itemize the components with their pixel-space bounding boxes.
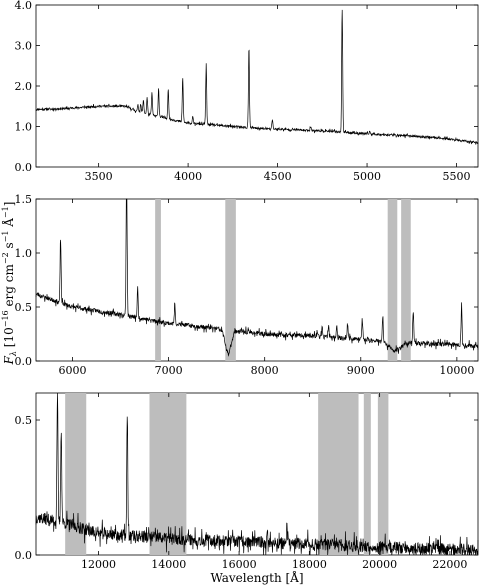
x-tick-label: 7000: [155, 364, 183, 377]
telluric-band-3: [387, 199, 398, 361]
telluric-band-5: [377, 393, 389, 555]
panel-middle: 6000 7000 8000 9000 10000 0.0 0.5 1.0 1.5: [15, 193, 479, 377]
panel-top-xticks: 3500 4000 4500 5000 5500: [85, 5, 471, 183]
y-tick-label: 0.0: [15, 549, 33, 562]
x-tick-label: 4000: [174, 170, 202, 183]
y-tick-label: 4.0: [15, 0, 33, 12]
x-tick-label: 8000: [251, 364, 279, 377]
x-tick-label: 3500: [85, 170, 113, 183]
x-axis-label: Wavelength [Å]: [210, 570, 303, 585]
panel-bottom: 12000 14000 16000 18000 20000 22000 0.0 0.5: [15, 392, 479, 571]
x-tick-label: 5000: [353, 170, 381, 183]
y-tick-label: 0.5: [15, 414, 33, 427]
panel-middle-spectrum: [35, 198, 479, 357]
panel-middle-frame: [35, 198, 479, 362]
panel-top-spectrum: [35, 9, 479, 145]
panel-top: 3500 4000 4500 5000 5500 0.0 1.0 2.0 3.0 4.0: [15, 0, 479, 183]
y-axis-label: Fλ [10−16 erg cm−2 s−1 Å−1]: [1, 202, 18, 366]
y-tick-label: 0.0: [15, 355, 33, 368]
x-tick-label: 6000: [59, 364, 87, 377]
y-tick-label: 2.0: [15, 80, 33, 93]
x-tick-label: 10000: [439, 364, 474, 377]
y-tick-label: 1.5: [15, 193, 33, 206]
panel-bottom-bands: [65, 393, 389, 555]
panel-bottom-yticks: 0.0 0.5: [15, 414, 478, 562]
panel-top-frame: [35, 4, 479, 168]
x-tick-label: 5500: [443, 170, 471, 183]
y-tick-label: 0.0: [15, 161, 33, 174]
panel-middle-yticks: 0.0 0.5 1.0 1.5: [15, 193, 478, 368]
telluric-band-4: [363, 393, 371, 555]
x-tick-label: 16000: [222, 558, 257, 571]
x-tick-label: 18000: [292, 558, 327, 571]
panel-middle-xticks: 6000 7000 8000 9000 10000: [59, 199, 474, 377]
x-tick-label: 12000: [81, 558, 116, 571]
y-tick-label: 0.5: [15, 301, 33, 314]
telluric-band-4: [401, 199, 411, 361]
telluric-band-1: [65, 393, 87, 555]
telluric-band-1: [155, 199, 161, 361]
y-tick-label: 1.0: [15, 247, 33, 260]
y-tick-label: 1.0: [15, 121, 33, 134]
x-tick-label: 14000: [151, 558, 186, 571]
panel-middle-bands: [155, 199, 411, 361]
panel-bottom-xticks: 12000 14000 16000 18000 20000 22000: [81, 393, 467, 571]
panel-bottom-spectrum: [35, 392, 479, 556]
x-tick-label: 4500: [264, 170, 292, 183]
telluric-band-3: [318, 393, 359, 555]
x-tick-label: 9000: [347, 364, 375, 377]
panel-top-yticks: 0.0 1.0 2.0 3.0 4.0: [15, 0, 478, 174]
panel-bottom-frame: [35, 392, 479, 556]
telluric-band-2: [225, 199, 236, 361]
x-tick-label: 20000: [362, 558, 397, 571]
x-tick-label: 22000: [432, 558, 467, 571]
y-tick-label: 3.0: [15, 40, 33, 53]
